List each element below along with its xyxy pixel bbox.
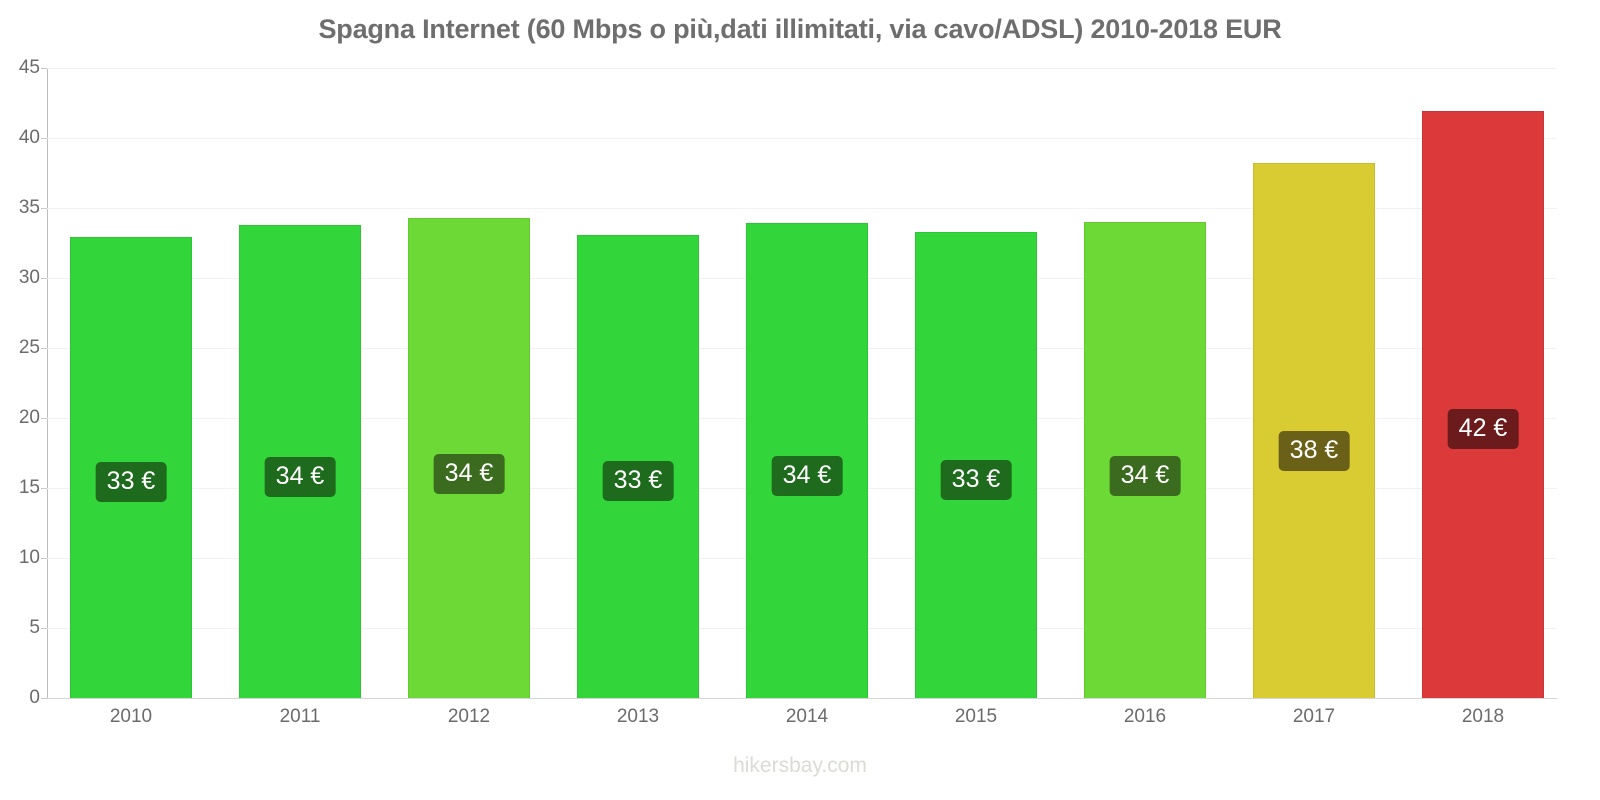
bar-2015[interactable]: 33 € (915, 231, 1037, 698)
bar-2012[interactable]: 34 € (408, 217, 530, 698)
y-axis-tick-mark (41, 698, 47, 699)
bar-2018[interactable]: 42 € (1422, 111, 1544, 698)
x-axis-tick-labels: 2010 2011 2012 2013 2014 2015 2016 2017 2018 (47, 706, 1557, 742)
x-axis-tick-label-2012: 2012 (447, 706, 491, 727)
y-axis-tick-label: 20 (18, 407, 40, 428)
y-axis-tick-mark (41, 418, 47, 419)
x-axis-tick-label-2015: 2015 (954, 706, 998, 727)
y-axis-tick-label: 5 (29, 617, 40, 638)
bar-value-label-2013: 33 € (602, 461, 674, 502)
bar-value-label-2010: 33 € (95, 462, 167, 503)
y-axis-tick-mark (41, 278, 47, 279)
plot-area: 33 € 34 € 34 € 33 € 34 € 33 € 34 € 38 € 42 € (47, 68, 1557, 699)
y-axis-tick-labels: 0 5 10 15 20 25 30 35 40 45 (0, 57, 47, 708)
bar-value-label-2015: 33 € (940, 459, 1012, 500)
y-axis-tick-label: 25 (18, 337, 40, 358)
y-axis-tick-label: 40 (18, 127, 40, 148)
y-axis-tick-mark (41, 138, 47, 139)
gridline (47, 68, 1557, 69)
bar-value-label-2018: 42 € (1447, 408, 1519, 449)
gridline (47, 208, 1557, 209)
y-axis-tick-label: 0 (29, 687, 40, 708)
chart-title: Spagna Internet (60 Mbps o più,dati illi… (318, 14, 1282, 44)
y-axis-tick-label: 10 (18, 547, 40, 568)
x-axis-tick-label-2017: 2017 (1292, 706, 1336, 727)
bar-2013[interactable]: 33 € (577, 234, 699, 698)
y-axis-tick-mark (41, 208, 47, 209)
bar-value-label-2011: 34 € (264, 456, 336, 497)
y-axis-tick-mark (41, 68, 47, 69)
bar-2016[interactable]: 34 € (1084, 222, 1206, 698)
y-axis-tick-label: 15 (18, 477, 40, 498)
y-axis-tick-mark (41, 348, 47, 349)
bar-2017[interactable]: 38 € (1253, 163, 1375, 698)
bar-value-label-2012: 34 € (433, 453, 505, 494)
bar-value-label-2016: 34 € (1109, 455, 1181, 496)
y-axis-tick-mark (41, 488, 47, 489)
bar-2014[interactable]: 34 € (746, 223, 868, 698)
x-axis-tick-label-2013: 2013 (616, 706, 660, 727)
x-axis-tick-label-2010: 2010 (109, 706, 153, 727)
x-axis-tick-label-2018: 2018 (1461, 706, 1505, 727)
y-axis-line (47, 68, 48, 699)
y-axis-tick-label: 30 (18, 267, 40, 288)
y-axis-tick-label: 45 (18, 57, 40, 78)
bar-2011[interactable]: 34 € (239, 224, 361, 698)
gridline (47, 698, 1557, 699)
x-axis-tick-label-2014: 2014 (785, 706, 829, 727)
y-axis-tick-mark (41, 628, 47, 629)
x-axis-tick-label-2016: 2016 (1123, 706, 1167, 727)
y-axis-tick-mark (41, 558, 47, 559)
x-axis-tick-label-2011: 2011 (279, 706, 321, 727)
watermark: hikersbay.com (733, 754, 867, 777)
y-axis-tick-label: 35 (18, 197, 40, 218)
gridline (47, 138, 1557, 139)
bar-value-label-2014: 34 € (771, 456, 843, 497)
bar-2010[interactable]: 33 € (70, 237, 192, 698)
bar-value-label-2017: 38 € (1278, 430, 1350, 471)
